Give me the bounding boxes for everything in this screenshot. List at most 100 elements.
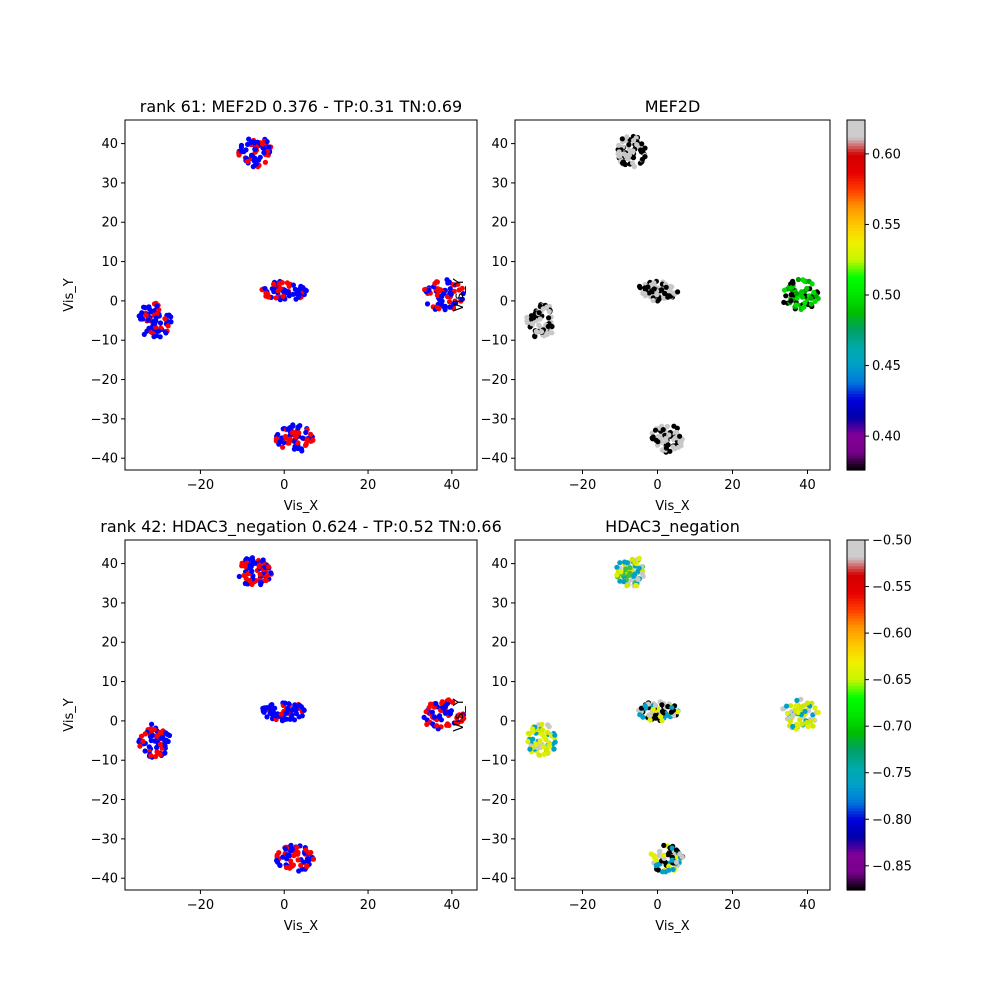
data-point — [445, 294, 451, 300]
data-point — [801, 703, 807, 709]
colorbar-segment — [847, 752, 865, 757]
colorbar-segment — [847, 254, 865, 258]
y-tick-label: 30 — [101, 176, 118, 191]
data-point — [626, 573, 632, 579]
data-point — [149, 721, 155, 727]
colorbar-segment — [847, 131, 865, 136]
y-tick-label: 10 — [491, 675, 508, 690]
colorbar-segment — [847, 869, 865, 874]
colorbar-segment — [847, 178, 865, 182]
data-point — [437, 713, 443, 719]
data-point — [549, 330, 555, 336]
colorbar-segment — [847, 645, 865, 649]
colorbar-segment — [847, 793, 865, 798]
data-point — [442, 303, 448, 309]
data-point — [663, 869, 669, 875]
colorbar-segment — [847, 315, 865, 319]
colorbar-segment — [847, 706, 865, 710]
colorbar-segment — [847, 554, 865, 559]
colorbar-segment — [847, 271, 865, 276]
axes-frame — [514, 539, 831, 891]
colorbar-segment — [847, 464, 865, 468]
colorbar-segment — [847, 300, 865, 305]
data-point — [284, 856, 290, 862]
colorbar-segment — [847, 589, 865, 594]
colorbar-segment — [847, 184, 865, 188]
chart-title: rank 61: MEF2D 0.376 - TP:0.31 TN:0.69 — [140, 97, 462, 116]
data-point — [282, 846, 289, 852]
data-point — [444, 721, 451, 727]
y-tick-label: 0 — [500, 294, 508, 309]
data-point — [301, 707, 307, 713]
data-point — [292, 286, 298, 292]
data-point — [454, 720, 460, 726]
colorbar-segment — [847, 779, 865, 783]
data-point — [789, 284, 795, 290]
colorbar-segment — [847, 155, 865, 159]
colorbar-segment — [847, 849, 865, 853]
colorbar-segment — [847, 738, 865, 742]
y-tick-label: 10 — [101, 675, 118, 690]
data-point — [659, 718, 665, 724]
data-point — [546, 315, 552, 321]
colorbar-segment — [847, 163, 865, 168]
data-point — [651, 713, 658, 719]
colorbar-segment — [847, 598, 865, 602]
data-point — [146, 325, 152, 331]
colorbar-segment — [847, 668, 865, 672]
colorbar-segment — [847, 312, 865, 317]
colorbar-tick-label: 0.55 — [872, 218, 901, 233]
data-point — [284, 852, 291, 858]
colorbar-segment — [847, 344, 865, 349]
data-point — [795, 723, 801, 729]
data-point — [266, 705, 272, 711]
data-point — [802, 708, 808, 715]
colorbar-segment — [847, 190, 865, 194]
data-point — [783, 293, 789, 299]
colorbar-segment — [847, 239, 865, 244]
data-point — [666, 432, 672, 438]
data-point — [238, 148, 244, 154]
colorbar-segment — [847, 761, 865, 766]
data-point — [238, 144, 244, 150]
colorbar-segment — [847, 169, 865, 174]
data-point — [662, 290, 668, 297]
colorbar-segment — [847, 143, 865, 147]
chart-title: MEF2D — [645, 97, 701, 116]
data-point — [809, 281, 815, 287]
data-point — [637, 712, 643, 718]
data-point — [634, 142, 640, 148]
colorbar-segment — [847, 624, 865, 629]
colorbar-segment — [847, 750, 865, 754]
colorbar-segment — [847, 653, 865, 658]
colorbar-segment — [847, 831, 865, 836]
data-point — [636, 555, 642, 562]
data-point — [450, 699, 456, 705]
data-point — [660, 427, 666, 433]
colorbar-segment — [847, 152, 865, 156]
data-point — [266, 144, 272, 150]
colorbar-segment — [847, 557, 865, 562]
data-point — [236, 152, 242, 158]
data-point — [530, 736, 536, 742]
colorbar-segment — [847, 615, 865, 620]
colorbar-tick-label: −0.55 — [872, 580, 912, 595]
data-point — [549, 323, 555, 330]
data-point — [790, 712, 796, 718]
colorbar-segment — [847, 350, 865, 354]
data-point — [653, 702, 659, 708]
data-point — [659, 287, 665, 293]
data-point — [166, 312, 172, 318]
data-point — [285, 706, 291, 712]
data-point — [657, 714, 664, 720]
data-point — [784, 703, 790, 709]
data-point — [552, 739, 558, 745]
colorbar-segment — [847, 688, 865, 693]
data-point — [308, 431, 314, 437]
data-point — [290, 282, 296, 288]
data-point — [616, 153, 622, 159]
colorbar-segment — [847, 595, 865, 599]
data-point — [536, 752, 542, 758]
colorbar-segment — [847, 400, 865, 404]
colorbar-segment — [847, 799, 865, 804]
